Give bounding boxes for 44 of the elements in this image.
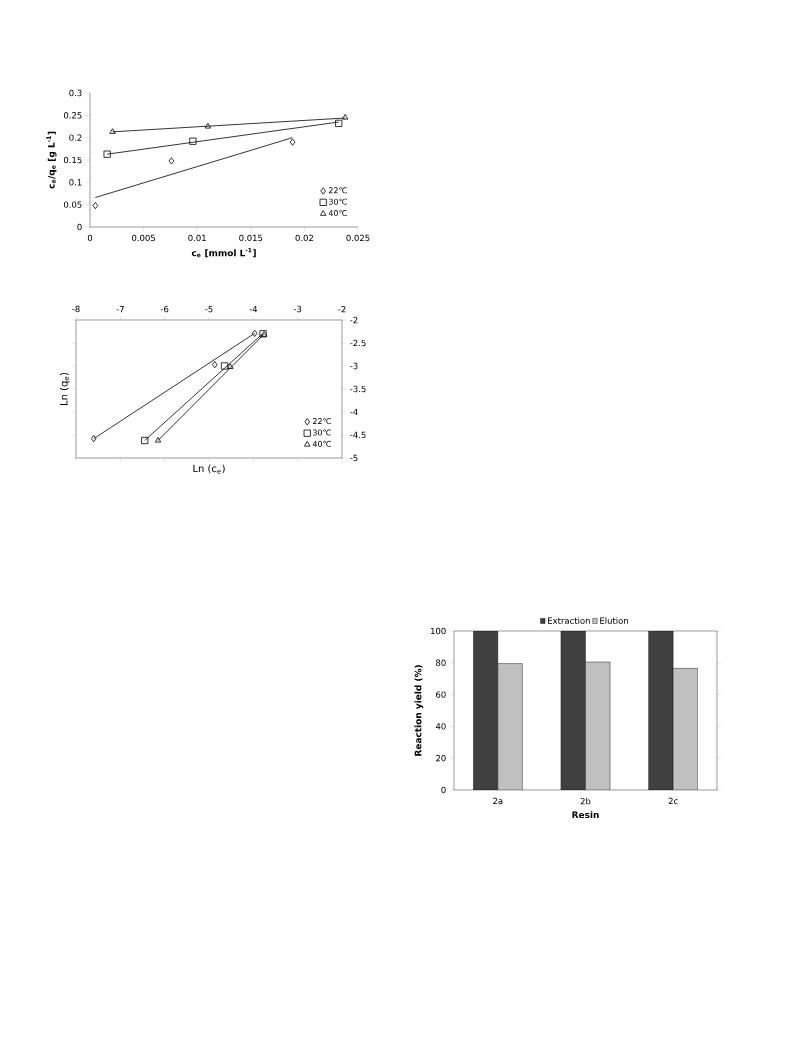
x-tick-label: -4 xyxy=(249,306,258,313)
x-tick-label: -5 xyxy=(205,305,213,313)
x-axis-title: Ln (c$_{e}$) xyxy=(193,464,225,474)
x-axis-title: c$_{e}$ [mmol L$^{-1}$] xyxy=(191,248,256,258)
y-tick-label: 0 xyxy=(77,223,82,231)
x-tick-label: -6 xyxy=(160,305,169,313)
y-tick-label: -4 xyxy=(350,408,358,416)
y-tick-label: 0.2 xyxy=(69,134,82,141)
x-tick-label: 0.015 xyxy=(239,234,263,242)
y-tick-label: 80 xyxy=(436,659,446,666)
y-tick-label: 60 xyxy=(436,691,446,698)
x-tick-label: 0.005 xyxy=(132,234,155,242)
x-tick-label: -2 xyxy=(338,305,346,313)
legend-label: Elution xyxy=(600,617,628,624)
x-tick-label: -8 xyxy=(72,305,80,313)
x-tick-label: -7 xyxy=(116,306,124,313)
y-tick-label: -3.5 xyxy=(350,385,366,393)
y-tick-label: -3 xyxy=(350,362,358,370)
y-tick-label: 0.3 xyxy=(69,89,82,97)
x-tick-label: 0 xyxy=(87,234,93,242)
y-tick-label: -4.5 xyxy=(350,431,366,439)
x-tick-label: 0.02 xyxy=(295,234,313,242)
legend-label: Extraction xyxy=(548,617,590,624)
x-tick-label: 0.01 xyxy=(188,234,206,242)
x-tick-label: 2a xyxy=(493,797,503,805)
y-tick-label: -2 xyxy=(350,316,358,324)
y-axis-title: Reaction yield (%) xyxy=(414,665,424,756)
y-tick-label: 0.15 xyxy=(63,156,82,164)
x-tick-label: 2c xyxy=(668,797,678,805)
x-axis-title: Resin xyxy=(572,811,599,819)
y-tick-label: -2.5 xyxy=(350,339,366,347)
x-tick-label: 0.025 xyxy=(346,234,370,242)
y-tick-label: 100 xyxy=(431,627,446,635)
y-tick-label: 0 xyxy=(441,786,446,794)
y-tick-label: -5 xyxy=(350,454,358,462)
y-tick-label: 0.1 xyxy=(69,179,82,186)
y-axis-title: Ln (q$_{e}$) xyxy=(59,372,70,405)
y-tick-label: 40 xyxy=(435,723,446,730)
x-tick-label: -3 xyxy=(293,305,302,313)
y-tick-label: 20 xyxy=(436,754,446,762)
y-tick-label: 0.05 xyxy=(63,201,82,208)
y-axis-title: c$_{e}$/q$_{e}$ [g L$^{-1}$] xyxy=(46,131,57,189)
y-tick-label: 0.25 xyxy=(63,112,82,119)
x-tick-label: 2b xyxy=(580,797,591,805)
